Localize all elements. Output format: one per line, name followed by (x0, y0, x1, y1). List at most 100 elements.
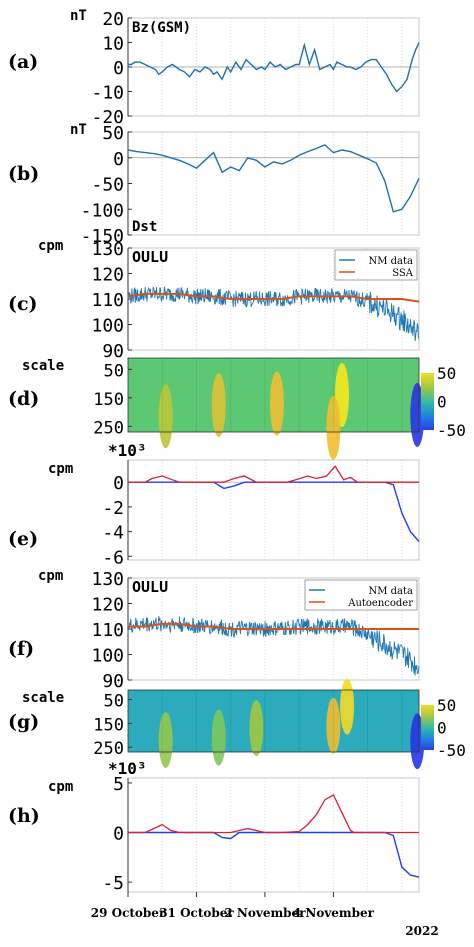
panel-label: (c) (8, 293, 38, 315)
y-tick-label: -50 (91, 175, 124, 196)
y-axis-label: scale (22, 358, 64, 374)
y-tick-label: 0 (113, 149, 124, 170)
legend-entry: SSA (392, 268, 414, 279)
y-tick-label: -2 (102, 498, 124, 519)
y-tick-label: 50 (104, 692, 124, 712)
y-tick-label: 120 (91, 265, 124, 286)
panel-f: (f) 130 120 110 100 90 cpm OULU NM dataAutoencod… (8, 568, 420, 692)
heatmap-background (128, 690, 419, 752)
heatmap-feature (269, 371, 284, 436)
plot-frame (127, 459, 420, 561)
panel-a: (a) 20 10 0 -10 -20 nT Bz(GSM) (8, 8, 420, 128)
legend-box (334, 249, 418, 281)
panel-d: (d) 50 150 250 scale 50 0 -50 (8, 357, 466, 460)
y-tick-label: 110 (91, 620, 124, 641)
y-tick-label: 110 (91, 290, 124, 311)
heatmap-feature (249, 700, 264, 757)
panel-label: (f) (8, 638, 34, 660)
y-tick-label: 90 (102, 341, 124, 362)
heatmap-feature (340, 678, 355, 735)
y-tick-label: -10 (91, 83, 124, 104)
panel-h: (h) 5 0 -5 cpm *10³ (8, 759, 420, 894)
y-axis-label: cpm (48, 779, 73, 795)
panel-label: (a) (8, 51, 38, 73)
y-tick-label: -6 (102, 547, 124, 568)
y-multiplier: *10³ (108, 759, 147, 778)
colorbar-tick-label: -50 (437, 741, 466, 760)
panel-label: (e) (8, 528, 38, 550)
heatmap-feature (158, 384, 173, 449)
y-tick-label: 130 (91, 239, 124, 260)
heatmap-feature (326, 395, 341, 460)
legend-entry: Autoencoder (347, 598, 413, 609)
y-tick-label: 50 (102, 123, 124, 144)
y-tick-label: -4 (102, 523, 124, 544)
y-tick-label: 5 (113, 774, 124, 795)
y-axis-label: nT (70, 8, 87, 24)
x-tick-label: 2 November (224, 906, 306, 920)
x-tick-label: 29 October (91, 906, 166, 920)
y-multiplier: *10³ (108, 441, 147, 460)
panel-label: (d) (8, 388, 39, 410)
panel-g: (g) 50 150 250 scale 50 0 -50 (8, 678, 466, 770)
series-line (128, 622, 419, 630)
panel-title: Dst (132, 219, 157, 235)
y-tick-label: -150 (81, 226, 124, 247)
heatmap-feature (410, 713, 425, 770)
y-tick-label: 150 (93, 715, 124, 735)
heatmap-feature (158, 712, 173, 768)
panel-e: (e) 0 -2 -4 -6 cpm *10³ (8, 441, 420, 568)
plot-frame (127, 357, 420, 433)
y-tick-label: 90 (102, 671, 124, 692)
y-tick-label: 10 (102, 34, 124, 55)
y-axis-label: nT (70, 122, 87, 138)
panel-label: (b) (8, 163, 39, 185)
plot-frame (127, 777, 420, 893)
plot-frame (127, 131, 420, 236)
y-axis-label: cpm (38, 238, 63, 254)
y-axis-label: cpm (38, 568, 63, 584)
colorbar (421, 705, 434, 750)
heatmap-feature (326, 697, 341, 754)
series-line (128, 42, 420, 93)
legend-box (304, 579, 418, 611)
x-tick-label: 31 October (159, 906, 234, 920)
legend-entry: NM data (368, 586, 413, 597)
positive-anomaly-line (128, 465, 419, 483)
colorbar-tick-label: -50 (437, 421, 466, 440)
panels: (a)20100-10-20nTBz(GSM)(b)500-50-100-150… (8, 8, 466, 894)
y-tick-label: 0 (113, 58, 124, 79)
series-line (127, 292, 420, 303)
colorbar-tick-label: 50 (437, 696, 456, 715)
positive-anomaly-line (128, 793, 419, 834)
panel-label: (h) (8, 805, 40, 827)
y-tick-label: 250 (93, 739, 124, 759)
y-tick-label: -100 (81, 200, 124, 221)
series-line (128, 831, 420, 878)
heatmap-feature (410, 382, 425, 447)
y-axis-label: cpm (48, 461, 73, 477)
series-line (127, 144, 420, 213)
y-tick-label: 50 (104, 361, 124, 381)
y-tick-label: -5 (102, 873, 124, 894)
heatmap-feature (211, 709, 226, 766)
heatmap-feature (211, 372, 226, 437)
x-year-label: 2022 (405, 924, 438, 938)
x-tick-label: 4 November (293, 906, 375, 920)
legend-entry: NM data (368, 256, 413, 267)
panel-label: (g) (8, 711, 39, 733)
y-tick-label: 150 (93, 390, 124, 410)
plot-frame (127, 689, 420, 753)
panel-b: (b) 50 0 -50 -100 -150 nT Dst (8, 122, 420, 247)
station-label: OULU (132, 248, 168, 266)
y-tick-label: 100 (91, 646, 124, 667)
y-tick-label: 0 (113, 824, 124, 845)
y-tick-label: 0 (113, 473, 124, 494)
station-label: OULU (132, 578, 168, 596)
colorbar (421, 373, 434, 430)
y-axis-label: scale (22, 690, 64, 706)
y-tick-label: 100 (91, 316, 124, 337)
